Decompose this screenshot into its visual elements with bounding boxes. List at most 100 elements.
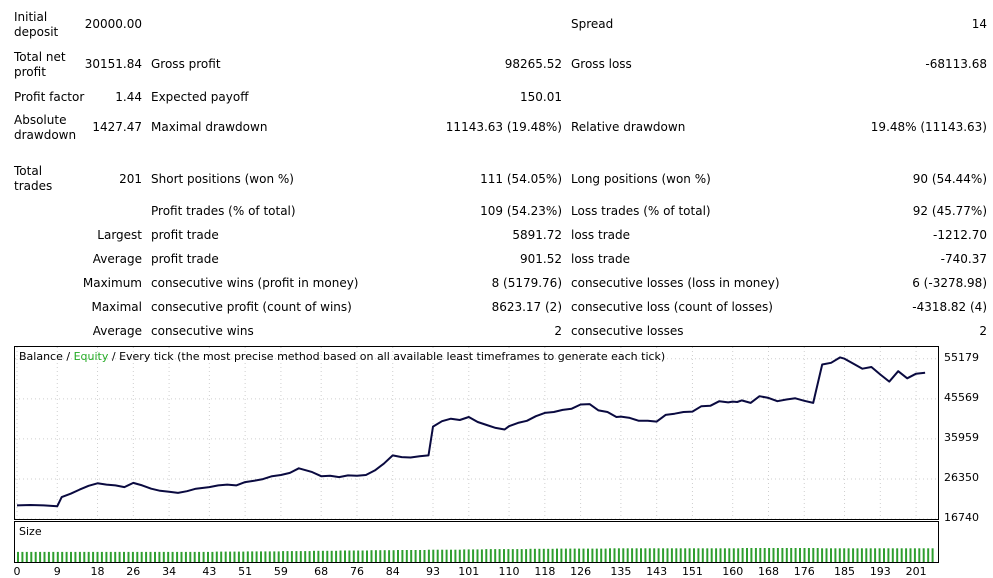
- average-profit-value: 901.52: [520, 252, 562, 266]
- size-bar: [812, 548, 815, 562]
- x-tick-label: 59: [273, 565, 288, 578]
- size-bar: [803, 548, 806, 562]
- size-bar: [843, 548, 846, 562]
- size-bar: [551, 548, 554, 562]
- profit-factor-label: Profit factor: [14, 90, 85, 104]
- balance-chart-svg: [15, 347, 938, 519]
- average-cons-label: Average: [92, 324, 142, 338]
- size-bar: [357, 550, 360, 562]
- x-tick-label: 26: [126, 565, 141, 578]
- size-bar: [25, 551, 28, 562]
- total-net-profit-label: Total net profit: [14, 50, 66, 79]
- size-bar: [816, 548, 819, 562]
- gross-loss-value: -68113.68: [925, 57, 987, 71]
- size-bar: [70, 551, 72, 562]
- size-bar: [675, 548, 678, 562]
- size-bar: [807, 548, 810, 562]
- size-bar: [450, 549, 452, 562]
- size-bar: [454, 549, 457, 562]
- size-bar: [472, 549, 475, 562]
- x-tick-label: 151: [681, 565, 703, 578]
- size-bar: [604, 548, 607, 562]
- initial-deposit-label: Initial deposit: [14, 10, 59, 39]
- size-bar: [171, 551, 174, 562]
- size-bar: [723, 548, 726, 562]
- size-bar: [123, 551, 125, 562]
- x-tick-label: 34: [162, 565, 177, 578]
- size-bar: [794, 548, 797, 562]
- size-bar: [441, 549, 444, 562]
- size-bar: [869, 548, 872, 562]
- size-bar: [224, 551, 227, 562]
- chart-title-equity: Equity: [73, 350, 109, 363]
- total-net-profit-value: 30151.84: [84, 57, 142, 71]
- size-bar: [609, 548, 611, 562]
- size-bar: [467, 549, 470, 562]
- size-bar: [255, 551, 258, 562]
- x-tick-label: 9: [53, 565, 61, 578]
- maximal-cons-loss-label: consecutive loss (count of losses): [571, 300, 773, 314]
- size-bar: [313, 550, 315, 562]
- size-bar: [326, 550, 329, 562]
- x-tick-label: 201: [905, 565, 927, 578]
- maximum-label: Maximum: [82, 276, 142, 290]
- loss-trades-value: 92 (45.77%): [912, 204, 987, 218]
- size-bar: [392, 550, 395, 562]
- size-bar: [339, 550, 342, 562]
- absolute-drawdown-value: 1427.47: [92, 120, 142, 134]
- chart-title-balance: Balance: [19, 350, 63, 363]
- profit-factor-value: 1.44: [115, 90, 142, 104]
- size-bar: [136, 551, 139, 562]
- size-bar: [344, 550, 346, 562]
- size-bar: [746, 548, 748, 562]
- size-bar: [198, 551, 201, 562]
- balance-chart: Balance / Equity / Every tick (the most …: [14, 346, 939, 520]
- size-bar: [145, 551, 148, 562]
- size-bar: [525, 549, 528, 562]
- gross-loss-label: Gross loss: [571, 57, 632, 71]
- size-bar: [591, 548, 594, 562]
- size-bar: [617, 548, 620, 562]
- size-bar: [856, 548, 859, 562]
- avg-cons-losses-value: 2: [979, 324, 987, 338]
- size-bar: [118, 551, 121, 562]
- size-bar: [290, 551, 293, 562]
- size-bar: [39, 551, 42, 562]
- size-bar: [763, 548, 766, 562]
- size-bar: [741, 548, 744, 562]
- y-tick-label: 26350: [944, 470, 979, 484]
- size-bar: [414, 550, 417, 562]
- size-bar: [900, 548, 903, 562]
- maximal-cons-loss-value: -4318.82 (4): [912, 300, 987, 314]
- size-bar: [246, 551, 249, 562]
- avg-cons-wins-label: consecutive wins: [151, 324, 254, 338]
- max-cons-wins-value: 8 (5179.76): [491, 276, 562, 290]
- size-bar: [34, 551, 37, 562]
- largest-profit-label: profit trade: [151, 228, 219, 242]
- size-title: Size: [19, 525, 42, 538]
- size-bar: [529, 548, 532, 562]
- size-bar: [913, 548, 916, 562]
- largest-profit-value: 5891.72: [512, 228, 562, 242]
- size-bar: [891, 548, 894, 562]
- x-tick-label: 126: [570, 565, 592, 578]
- size-bar: [799, 548, 801, 562]
- x-tick-label: 135: [610, 565, 632, 578]
- size-bar: [242, 551, 245, 562]
- spread-label: Spread: [571, 17, 614, 31]
- x-tick-label: 168: [757, 565, 779, 578]
- size-bar: [458, 549, 461, 562]
- loss-trades-label: Loss trades (% of total): [571, 204, 711, 218]
- gross-profit-label: Gross profit: [151, 57, 221, 71]
- average-loss-label: loss trade: [571, 252, 630, 266]
- size-bar: [887, 548, 890, 562]
- size-bar: [397, 550, 399, 562]
- profit-trades-label: Profit trades (% of total): [151, 204, 296, 218]
- size-bar: [644, 548, 647, 562]
- size-bar: [264, 551, 267, 562]
- largest-label: Largest: [97, 228, 142, 242]
- size-bar: [273, 551, 276, 562]
- size-bar: [47, 551, 50, 562]
- size-bar: [485, 549, 488, 562]
- size-bar: [547, 548, 550, 562]
